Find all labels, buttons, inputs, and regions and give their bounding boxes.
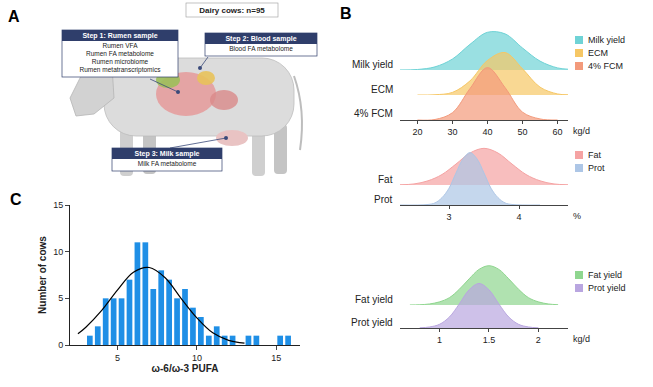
svg-text:50: 50 [517, 127, 527, 137]
svg-text:Step 2: Blood sample: Step 2: Blood sample [225, 35, 296, 43]
svg-text:Rumen FA metabolome: Rumen FA metabolome [86, 50, 154, 57]
svg-text:Fat yield: Fat yield [588, 270, 622, 280]
svg-text:Rumen microbiome: Rumen microbiome [92, 58, 149, 65]
svg-text:Prot: Prot [588, 163, 605, 173]
svg-text:kg/d: kg/d [573, 126, 590, 136]
svg-text:ECM: ECM [588, 48, 608, 58]
svg-text:Blood FA metabolome: Blood FA metabolome [229, 45, 293, 52]
svg-text:10: 10 [192, 353, 202, 363]
svg-text:5: 5 [58, 293, 63, 303]
svg-text:Fat: Fat [588, 150, 602, 160]
svg-text:Rumen metatranscriptomics: Rumen metatranscriptomics [80, 66, 162, 74]
svg-text:4: 4 [516, 212, 521, 222]
svg-text:30: 30 [447, 127, 457, 137]
svg-text:Prot: Prot [374, 194, 393, 205]
svg-text:ECM: ECM [371, 84, 393, 95]
svg-text:Step 3: Milk sample: Step 3: Milk sample [135, 150, 200, 158]
svg-text:Step 1: Rumen sample: Step 1: Rumen sample [82, 32, 157, 40]
svg-text:Fat: Fat [378, 174, 393, 185]
svg-text:3: 3 [446, 212, 451, 222]
svg-text:4% FCM: 4% FCM [588, 61, 623, 71]
svg-text:40: 40 [482, 127, 492, 137]
svg-text:Dairy cows: n=95: Dairy cows: n=95 [199, 6, 265, 15]
svg-text:Prot yield: Prot yield [588, 283, 626, 293]
svg-text:%: % [573, 211, 581, 221]
svg-text:2: 2 [536, 335, 541, 345]
svg-text:60: 60 [552, 127, 562, 137]
svg-text:Milk yield: Milk yield [352, 59, 393, 70]
svg-text:ω-6/ω-3 PUFA: ω-6/ω-3 PUFA [152, 363, 219, 374]
svg-text:Number of cows: Number of cows [37, 236, 48, 314]
svg-text:1.5: 1.5 [483, 335, 496, 345]
svg-text:C: C [10, 191, 22, 208]
svg-text:B: B [340, 5, 352, 22]
svg-text:10: 10 [53, 247, 63, 257]
svg-text:15: 15 [271, 353, 281, 363]
svg-text:15: 15 [53, 200, 63, 210]
svg-text:Prot yield: Prot yield [351, 317, 393, 328]
svg-text:20: 20 [412, 127, 422, 137]
svg-text:5: 5 [115, 353, 120, 363]
svg-text:Rumen VFA: Rumen VFA [102, 42, 138, 49]
svg-text:kg/d: kg/d [573, 334, 590, 344]
svg-text:Milk yield: Milk yield [588, 35, 625, 45]
svg-text:0: 0 [58, 340, 63, 350]
svg-text:Milk FA metabolome: Milk FA metabolome [138, 160, 197, 167]
svg-text:A: A [8, 8, 20, 25]
svg-text:1: 1 [437, 335, 442, 345]
svg-text:Fat yield: Fat yield [355, 294, 393, 305]
svg-text:4% FCM: 4% FCM [354, 108, 393, 119]
